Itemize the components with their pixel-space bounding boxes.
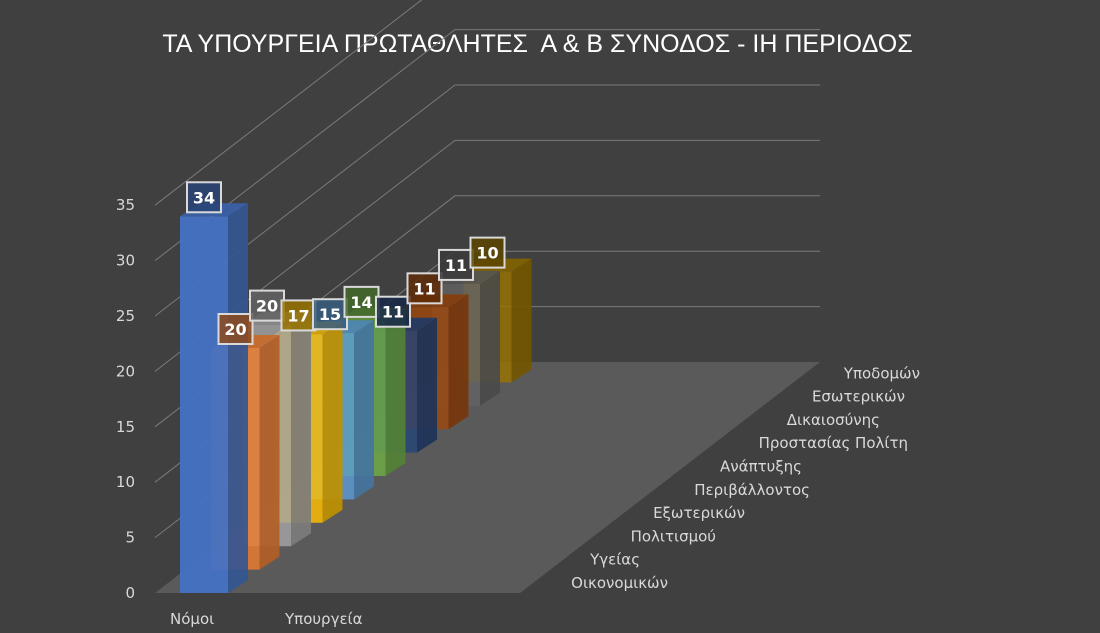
category-label: Υποδομών	[843, 364, 920, 382]
category-label: Πολιτισμού	[631, 527, 716, 545]
series-axis-label: Νόμοι	[170, 610, 215, 628]
data-label: 11	[382, 303, 404, 322]
data-label-box	[438, 248, 474, 281]
y-tick-label: 20	[116, 362, 135, 380]
y-tick-label: 5	[125, 529, 135, 547]
category-label: Ανάπτυξης	[720, 458, 802, 476]
data-label-box	[406, 272, 443, 305]
bar-side	[322, 321, 343, 523]
data-label-box	[343, 285, 380, 318]
bar	[180, 203, 248, 593]
category-label: Υγείας	[589, 551, 640, 569]
y-tick-label: 10	[116, 473, 135, 491]
bar-side	[480, 270, 500, 406]
data-label-box	[469, 236, 506, 269]
category-label: Οικονομικών	[571, 574, 668, 592]
gridline	[154, 0, 423, 206]
y-tick-label: 30	[116, 252, 135, 270]
bar-side	[291, 311, 311, 547]
bar-side	[354, 320, 374, 500]
data-label: 11	[413, 279, 435, 298]
data-label: 17	[287, 306, 309, 325]
bar-side	[448, 294, 469, 430]
category-label: Δικαιοσύνης	[787, 411, 880, 429]
data-label: 11	[445, 256, 467, 275]
data-label: 34	[193, 188, 215, 207]
bar-side	[417, 317, 437, 453]
floor	[155, 362, 820, 593]
y-tick-label: 15	[116, 418, 135, 436]
category-label: Προστασίας Πολίτη	[759, 434, 908, 452]
category-label: Εσωτερικών	[812, 388, 905, 406]
bar-side	[228, 203, 248, 593]
data-label-box	[375, 295, 411, 328]
gridline	[154, 84, 820, 317]
y-tick-label: 0	[125, 584, 135, 602]
bar-side	[385, 307, 406, 476]
y-tick-label: 25	[116, 307, 135, 325]
data-label: 20	[256, 297, 278, 316]
category-label: Περιβάλλοντος	[694, 481, 810, 499]
data-label: 15	[319, 305, 341, 324]
bar-side	[511, 258, 532, 383]
bar-side	[259, 335, 280, 570]
data-label-box	[186, 181, 222, 214]
data-label: 10	[476, 244, 498, 263]
data-label-box	[217, 313, 254, 345]
category-label: Εξωτερικών	[653, 504, 745, 522]
bar-front	[180, 216, 228, 593]
chart-title: ΤΑ ΥΠΟΥΡΓΕΙΑ ΠΡΩΤΑΘΛΗΤΕΣ Α & Β ΣΥΝΟΔΟΣ -…	[162, 30, 913, 58]
data-label: 20	[224, 320, 246, 339]
gridline	[154, 29, 820, 261]
x-axis-title: Υπουργεία	[285, 610, 363, 628]
y-tick-label: 35	[116, 196, 135, 214]
data-label: 14	[350, 293, 372, 312]
